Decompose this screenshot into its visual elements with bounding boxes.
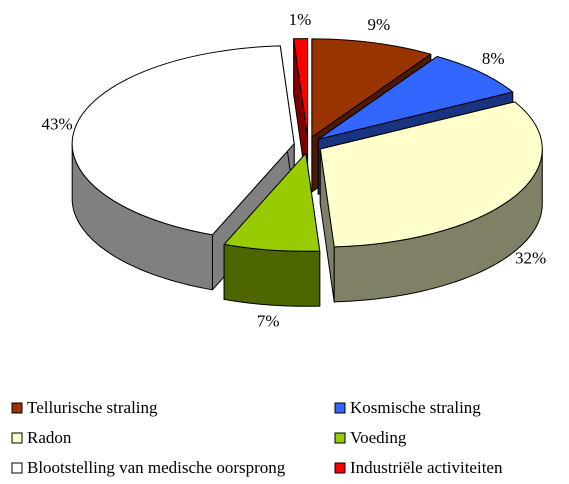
slice-top [319, 101, 543, 248]
pie-slice [293, 38, 309, 193]
legend-swatch [334, 402, 346, 414]
legend-label: Tellurische straling [27, 398, 158, 417]
data-label: 43% [42, 115, 73, 134]
data-label: 8% [482, 49, 505, 68]
legend-label: Kosmische straling [350, 398, 481, 417]
legend-swatch [11, 402, 23, 414]
pie-slice [223, 152, 321, 307]
legend-label: Industriële activiteiten [350, 458, 503, 477]
slice-top [293, 38, 309, 138]
slice-top [311, 38, 432, 138]
legend-swatch [11, 462, 23, 474]
data-label: 9% [368, 15, 391, 34]
legend: Tellurische straling Kosmische straling Ra… [11, 398, 503, 477]
legend-swatch [11, 432, 23, 444]
slice-top [317, 56, 514, 140]
legend-label: Blootstelling van medische oorsprong [27, 458, 286, 477]
pie: 1% 9% 8% 43% 32% 7% [42, 10, 547, 330]
legend-swatch [334, 432, 346, 444]
data-label: 32% [515, 249, 546, 268]
legend-swatch [334, 462, 346, 474]
pie-slice [319, 101, 543, 303]
slice-side [223, 243, 321, 307]
data-label: 1% [289, 10, 312, 29]
slice-top [71, 45, 295, 236]
data-label: 7% [257, 311, 280, 330]
legend-label: Voeding [350, 428, 407, 447]
legend-label: Radon [27, 428, 72, 447]
slice-top [223, 152, 321, 252]
